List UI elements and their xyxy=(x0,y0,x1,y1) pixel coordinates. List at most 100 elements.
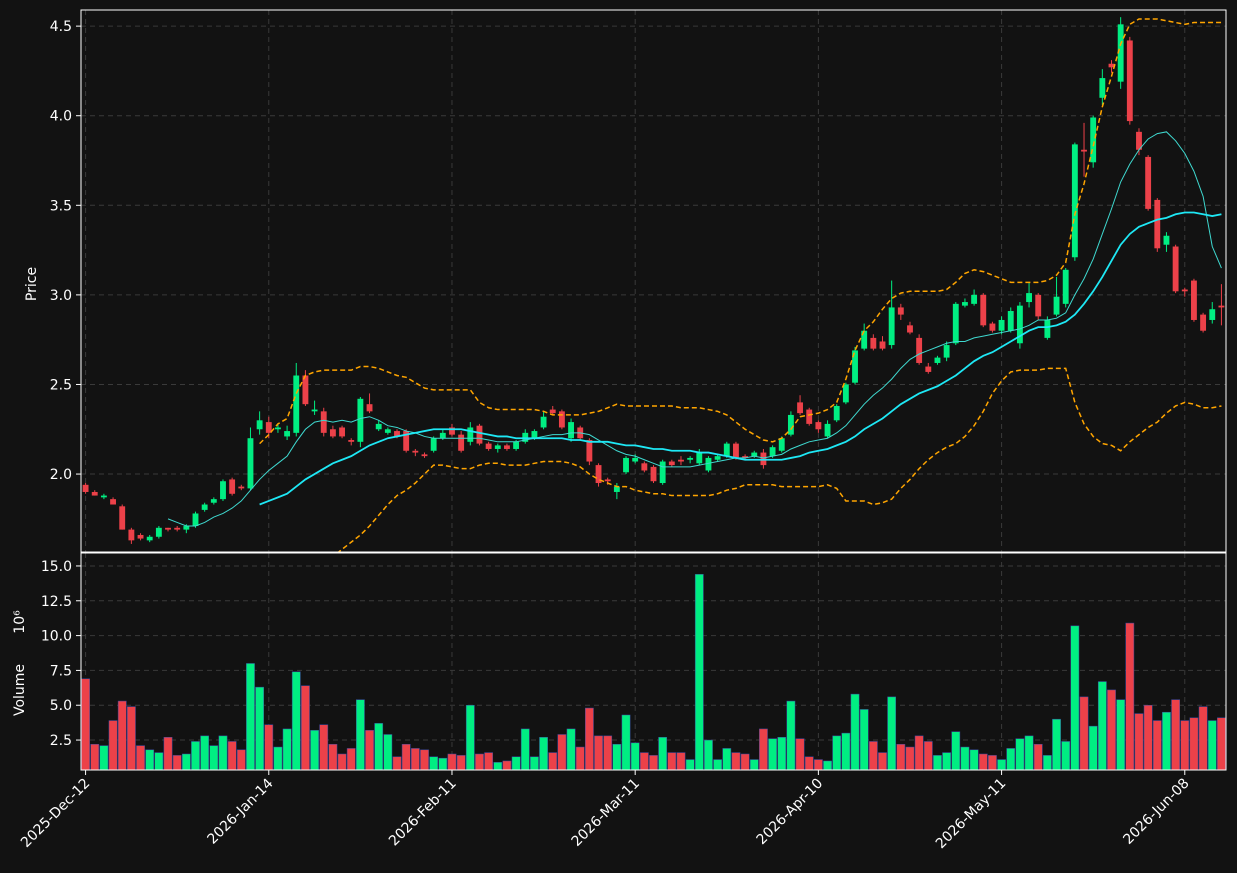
candle-body xyxy=(678,459,684,462)
candle-body xyxy=(1218,305,1225,308)
price-frame xyxy=(80,9,1227,553)
candle-body xyxy=(934,357,941,363)
candle-body xyxy=(696,452,703,464)
candle-body xyxy=(394,431,400,437)
candle-body xyxy=(1071,144,1078,258)
volume-bar xyxy=(246,663,255,771)
candle-body xyxy=(1007,311,1014,331)
candle-body xyxy=(787,414,794,435)
volume-bar xyxy=(365,730,374,771)
y-tick-label: 4.5 xyxy=(50,19,72,35)
candle-body xyxy=(962,302,968,306)
volume-bar xyxy=(392,756,402,771)
candle-body xyxy=(146,536,153,541)
volume-bar xyxy=(264,724,274,771)
volume-bar xyxy=(575,746,585,771)
candle-body xyxy=(485,443,492,449)
candle-body xyxy=(155,527,162,537)
volume-bar xyxy=(1143,704,1153,771)
candle-body xyxy=(210,499,217,503)
y-tick-label: 3.5 xyxy=(50,198,72,214)
volume-bar xyxy=(667,752,677,771)
volume-bar xyxy=(475,753,484,771)
volume-bar xyxy=(1097,681,1107,771)
volume-bar xyxy=(227,741,237,771)
candle-body xyxy=(256,420,263,430)
candle-body xyxy=(1181,289,1188,292)
volume-bar xyxy=(209,745,219,771)
candle-body xyxy=(980,294,987,326)
candle-body xyxy=(1172,246,1179,292)
volume-bar xyxy=(429,756,439,771)
candle-body xyxy=(384,429,391,433)
volume-scale-label: 10⁶ xyxy=(12,610,28,634)
candle-body xyxy=(220,481,226,500)
candle-body xyxy=(769,447,776,457)
candle-body xyxy=(375,423,382,430)
candle-body xyxy=(293,375,300,433)
volume-bar xyxy=(868,741,878,771)
overlay-line xyxy=(167,131,1222,527)
price-axis-label: Price xyxy=(24,267,40,301)
y-tick-label: 7.5 xyxy=(50,663,72,679)
volume-bar xyxy=(200,735,210,771)
volume-bar xyxy=(722,748,732,771)
candle-body xyxy=(421,454,428,457)
candle-body xyxy=(412,450,419,453)
volume-bar xyxy=(1152,720,1162,771)
volume-bar xyxy=(658,737,668,771)
volume-bar xyxy=(933,755,942,771)
volume-bar xyxy=(685,759,695,771)
volume-bar xyxy=(1006,748,1016,771)
volume-bar xyxy=(777,737,787,771)
volume-bar xyxy=(520,728,530,771)
candle-body xyxy=(275,427,281,430)
y-tick-label: 2.0 xyxy=(50,467,72,483)
volume-bar xyxy=(502,760,512,771)
candle-body xyxy=(458,434,465,451)
candle-body xyxy=(778,438,785,451)
volume-bar xyxy=(218,735,228,771)
candle-body xyxy=(751,452,758,457)
candle-body xyxy=(1163,235,1170,245)
volume-bar xyxy=(301,685,310,771)
candle-body xyxy=(467,427,474,442)
candle-body xyxy=(110,499,116,505)
candle-body xyxy=(229,479,236,494)
candle-body xyxy=(1016,305,1023,344)
candle-body xyxy=(192,513,199,527)
candle-body xyxy=(174,527,181,530)
candle-body xyxy=(311,409,318,412)
candle-body xyxy=(1145,156,1152,209)
volume-bar xyxy=(795,738,805,771)
volume-bar xyxy=(484,752,493,771)
volume-bar xyxy=(1198,706,1208,771)
volume-bar xyxy=(108,720,118,771)
volume-bar xyxy=(163,737,173,771)
volume-bar xyxy=(740,753,750,771)
volume-bar xyxy=(117,700,127,771)
price-grid xyxy=(81,10,1226,552)
volume-bar xyxy=(456,755,466,771)
volume-bar xyxy=(988,755,997,771)
candle-body xyxy=(1191,280,1197,320)
candle-body xyxy=(1044,319,1051,338)
candle-body xyxy=(1117,24,1124,82)
volume-bar xyxy=(1079,696,1089,771)
volume-bar xyxy=(346,748,356,771)
volume-bar xyxy=(1116,699,1126,771)
volume-bar xyxy=(768,738,777,771)
volume-bar xyxy=(337,753,347,771)
volume-bar xyxy=(191,741,200,771)
volume-bar xyxy=(997,759,1006,771)
volume-bar xyxy=(356,699,365,771)
candle-body xyxy=(247,438,254,489)
volume-bar xyxy=(878,752,887,771)
volume-bar xyxy=(1134,713,1144,771)
candle-body xyxy=(705,457,712,471)
candle-body xyxy=(302,375,309,405)
volume-bar xyxy=(383,734,393,771)
candle-body xyxy=(119,506,126,530)
candle-body xyxy=(586,440,593,462)
